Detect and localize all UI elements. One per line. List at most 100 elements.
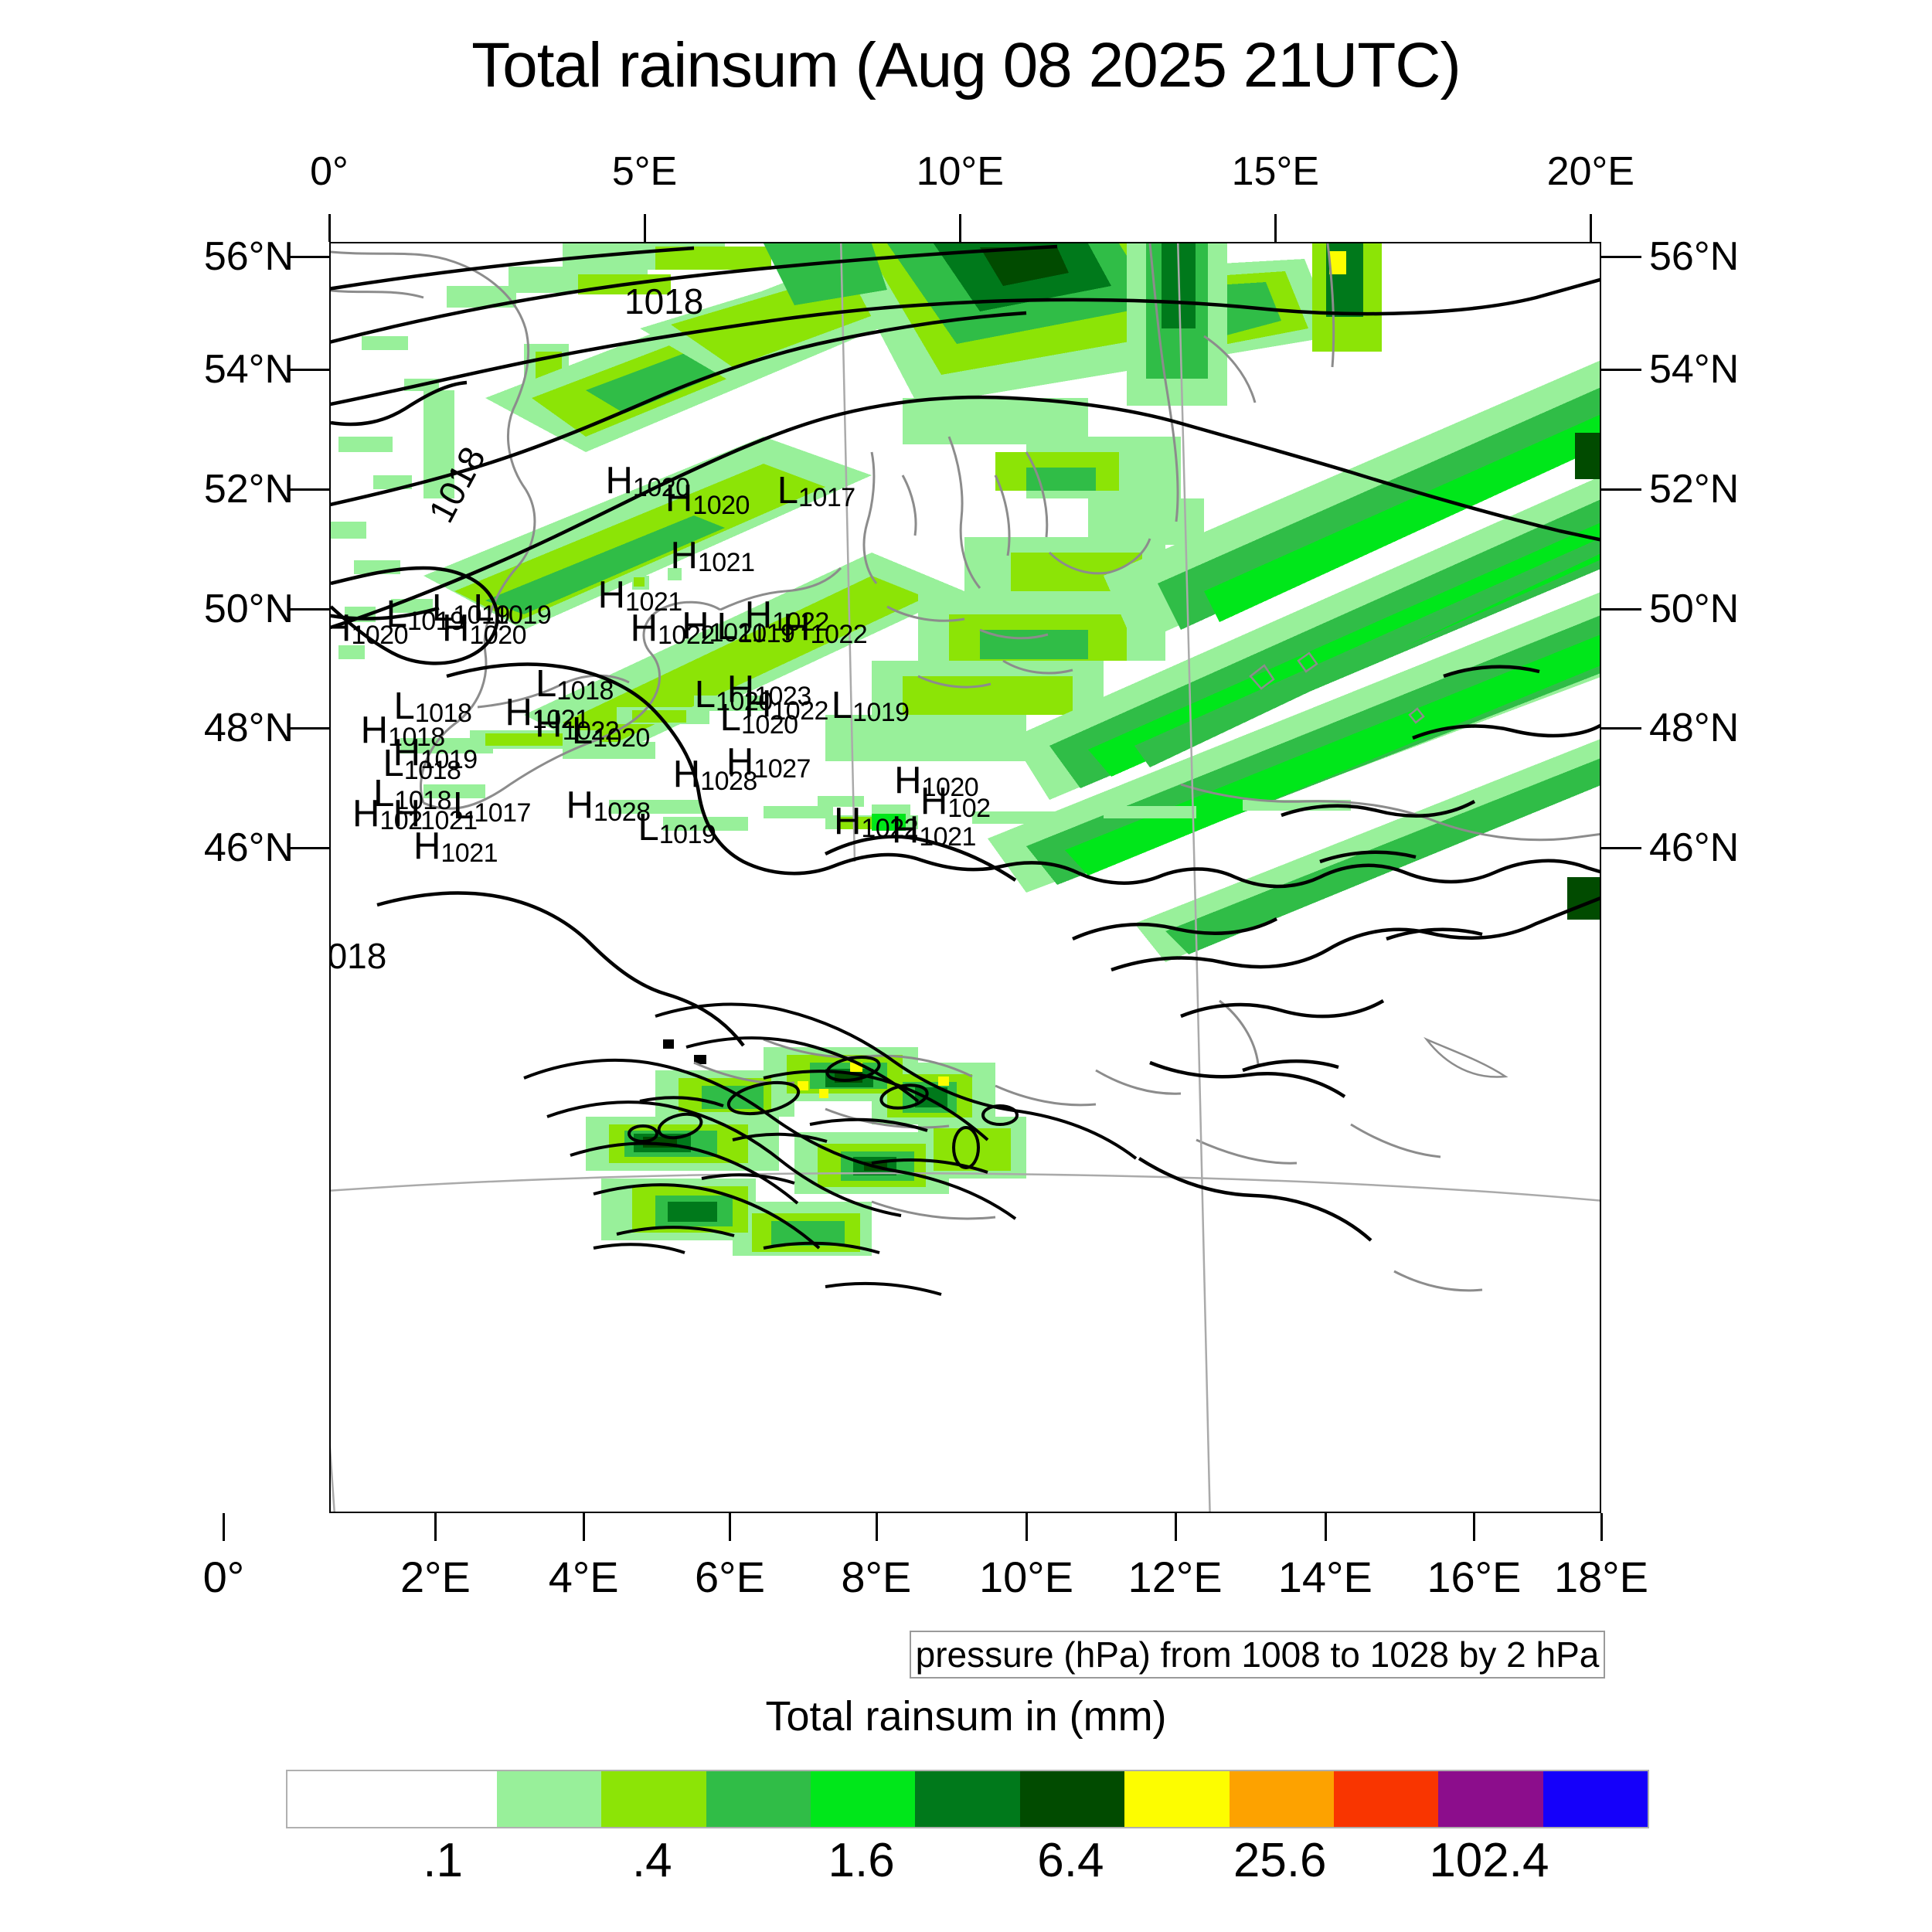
- pressure-marker-value: 1020: [921, 772, 979, 802]
- axis-label-right: 50°N: [1649, 586, 1740, 631]
- pressure-marker-type: H: [743, 682, 772, 725]
- low-pressure-marker: L1019: [386, 593, 464, 636]
- pressure-marker-type: L: [831, 685, 852, 727]
- pressure-marker-type: H: [670, 535, 698, 577]
- axis-tick: [289, 846, 329, 849]
- map-frame: 1018 1018 1018 H1020H1020H1021H1021H1021…: [329, 242, 1601, 1513]
- pressure-marker-value: 1021: [625, 587, 682, 617]
- high-pressure-marker: H102: [920, 782, 991, 821]
- axis-label-bottom: 14°E: [1277, 1553, 1372, 1601]
- colorbar-segment-7[interactable]: [1019, 1771, 1125, 1827]
- pressure-marker-type: H: [833, 801, 862, 843]
- high-pressure-marker: H1021: [505, 693, 590, 734]
- high-pressure-marker: H1020: [606, 462, 691, 503]
- pressure-marker-type: H: [331, 607, 351, 649]
- pressure-marker-value: 1019: [852, 698, 910, 728]
- pressure-marker-value: 1022: [658, 621, 715, 651]
- axis-tick: [1324, 1513, 1327, 1541]
- pressure-marker-type: L: [373, 773, 395, 815]
- axis-label-top: 5°E: [611, 149, 678, 194]
- low-pressure-marker: L1018: [393, 685, 471, 728]
- pressure-marker-value: 1021: [532, 704, 590, 734]
- axis-tick: [1590, 214, 1593, 242]
- low-pressure-marker: L1018: [536, 663, 614, 706]
- pressure-marker-type: H: [442, 607, 470, 650]
- axis-tick: [289, 607, 329, 611]
- low-pressure-marker: L1017: [453, 787, 531, 826]
- pressure-marker-type: H: [566, 784, 594, 826]
- pressure-marker-value: 1022: [861, 814, 919, 844]
- pressure-marker-value: 1018: [556, 676, 614, 706]
- colorbar-tick-label: 25.6: [1233, 1834, 1327, 1887]
- low-pressure-marker: L1019: [473, 589, 552, 630]
- pressure-marker-value: 1021: [440, 838, 498, 868]
- pressure-marker-value: 1019: [494, 600, 552, 630]
- colorbar-segment-0[interactable]: [287, 1771, 393, 1827]
- pressure-marker-type: L: [386, 593, 407, 635]
- pressure-marker-value: 1020: [632, 473, 690, 503]
- pressure-marker-value: 1022: [772, 607, 829, 637]
- axis-tick: [1601, 727, 1641, 730]
- pressure-marker-type: L: [383, 743, 404, 785]
- pressure-marker-value: 1018: [403, 756, 461, 786]
- axis-tick: [644, 214, 647, 242]
- low-pressure-marker: L1019: [432, 589, 510, 628]
- pressure-marker-type: H: [891, 808, 920, 851]
- high-pressure-marker: H1020: [665, 480, 750, 519]
- colorbar-segment-11[interactable]: [1438, 1771, 1543, 1827]
- colorbar-segment-6[interactable]: [915, 1771, 1020, 1827]
- colorbar-segment-2[interactable]: [496, 1771, 602, 1827]
- axis-tick: [1026, 1513, 1028, 1541]
- colorbar[interactable]: [286, 1770, 1649, 1828]
- high-pressure-marker: H1028: [673, 756, 758, 795]
- high-pressure-marker: H1018: [361, 711, 446, 752]
- colorbar-segment-9[interactable]: [1229, 1771, 1334, 1827]
- page-title: Total rainsum (Aug 08 2025 21UTC): [471, 30, 1461, 100]
- pressure-marker-value: 1018: [388, 722, 445, 752]
- pressure-marker-value: 1017: [474, 798, 531, 828]
- pressure-marker-type: H: [352, 793, 380, 835]
- pressure-marker-type: H: [783, 607, 811, 649]
- axis-label-right: 48°N: [1649, 706, 1740, 751]
- pressure-marker-value: 102: [379, 806, 423, 836]
- axis-tick: [1601, 846, 1641, 849]
- pressure-marker-value: 1019: [406, 606, 464, 636]
- colorbar-segment-1[interactable]: [392, 1771, 497, 1827]
- axis-label-top: 15°E: [1231, 149, 1319, 194]
- axis-tick: [328, 214, 331, 242]
- pressure-marker-type: H: [682, 604, 709, 647]
- low-pressure-marker: L1020: [695, 675, 773, 715]
- axis-label-right: 54°N: [1649, 347, 1740, 393]
- high-pressure-marker: H1021: [682, 604, 767, 647]
- contour-label: 1018: [329, 936, 387, 976]
- pressure-marker-type: H: [535, 703, 563, 746]
- colorbar-tick-label: 1.6: [828, 1834, 895, 1887]
- map-panel[interactable]: 1018 1018 1018 H1020H1020H1021H1021H1021…: [329, 242, 1601, 1513]
- pressure-marker-type: L: [536, 663, 557, 706]
- colorbar-segment-8[interactable]: [1124, 1771, 1230, 1827]
- colorbar-segment-12[interactable]: [1543, 1771, 1648, 1827]
- coastlines: [331, 243, 1600, 1512]
- axis-label-left: 50°N: [203, 586, 294, 631]
- axis-label-top: 20°E: [1546, 149, 1634, 194]
- axis-label-left: 48°N: [203, 706, 294, 751]
- axis-label-left: 52°N: [203, 467, 294, 512]
- pressure-marker-type: H: [630, 607, 658, 650]
- pressure-marker-type: L: [777, 470, 798, 512]
- pressure-marker-value: 1022: [771, 696, 828, 726]
- pressure-marker-type: L: [393, 685, 415, 728]
- pressure-marker-value: 1017: [798, 483, 855, 513]
- colorbar-segment-10[interactable]: [1333, 1771, 1439, 1827]
- pressure-marker-type: L: [716, 605, 738, 648]
- high-pressure-marker: H1022: [743, 682, 829, 726]
- colorbar-tick-label: .1: [423, 1834, 463, 1887]
- colorbar-segment-5[interactable]: [810, 1771, 916, 1827]
- colorbar-segment-4[interactable]: [706, 1771, 811, 1827]
- precip-shading: [331, 243, 1600, 1256]
- pressure-marker-type: H: [894, 759, 922, 801]
- colorbar-segment-3[interactable]: [601, 1771, 706, 1827]
- low-pressure-marker: L1019: [832, 687, 910, 726]
- low-pressure-marker: L1020: [572, 713, 650, 752]
- pressure-marker-type: L: [638, 807, 659, 849]
- low-pressure-marker: L1019: [716, 605, 795, 648]
